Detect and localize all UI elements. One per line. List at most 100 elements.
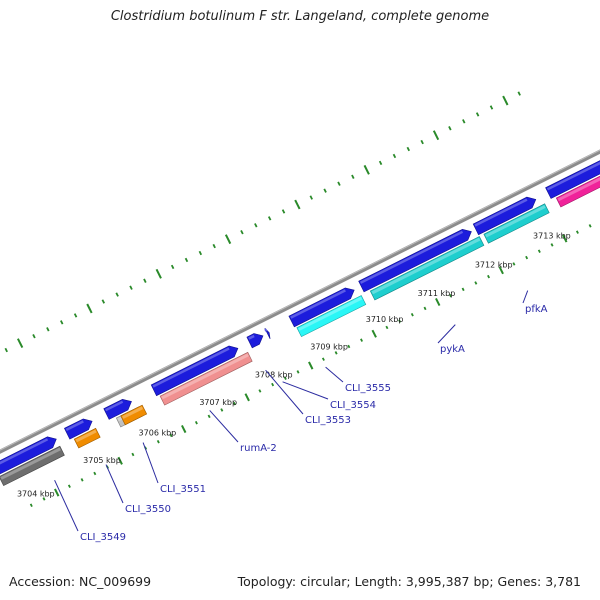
outer-tick (224, 234, 232, 245)
outer-tick (86, 303, 93, 314)
inner-tick (435, 298, 441, 307)
forward-gene (545, 160, 600, 199)
outer-tick (143, 278, 147, 283)
inner-tick (537, 249, 541, 253)
outer-tick (378, 160, 383, 166)
outer-tick (115, 292, 119, 297)
inner-tick (398, 319, 402, 323)
inner-tick (283, 376, 287, 380)
outer-tick (337, 181, 341, 186)
inner-tick (550, 243, 554, 247)
outer-tick (184, 257, 189, 263)
inner-tick (487, 274, 491, 279)
label-ruma-2: rumA-2 (209, 410, 277, 454)
accession-text: Accession: NC_009699 (9, 574, 152, 589)
backbone-highlight (0, 149, 600, 451)
kbp-label: 3709 kbp (310, 343, 348, 352)
outer-tick (240, 230, 244, 235)
outer-tick (4, 347, 8, 353)
kbp-label: 3711 kbp (418, 289, 456, 298)
kbp-label: 3710 kbp (366, 315, 404, 324)
gene-orange (73, 427, 101, 449)
forward-gene (103, 398, 132, 420)
outer-tick (517, 91, 521, 96)
inner-tick (181, 425, 187, 434)
inner-tick (385, 325, 389, 330)
outer-tick (420, 139, 424, 145)
inner-tick (67, 484, 71, 488)
forward-strand-genes (0, 160, 600, 475)
outer-tick (392, 153, 397, 159)
outer-tick (502, 95, 509, 106)
inner-tick (207, 414, 211, 419)
inner-tick (42, 497, 46, 501)
forward-gene (472, 196, 537, 236)
gene-label: CLI_3551 (160, 484, 206, 495)
label-cli-3549: CLI_3549 (54, 479, 126, 543)
outer-tick (309, 195, 313, 200)
label-cli-3555: CLI_3555 (325, 366, 391, 394)
outer-tick (489, 105, 494, 110)
kbp-label: 3713 kbp (533, 231, 571, 240)
outer-tick (73, 313, 78, 318)
gene-pink (159, 351, 253, 406)
outer-tick (281, 209, 286, 214)
outer-tick-dots (4, 91, 521, 353)
inner-tick (575, 230, 579, 234)
gene-labels: CLI_3549 CLI_3550 CLI_3551 rumA-2 CLI_3553 CL… (54, 290, 548, 543)
inner-tick (117, 456, 123, 465)
genome-backbone (0, 149, 600, 454)
outer-tick (254, 223, 258, 228)
inner-tick (512, 262, 516, 266)
inner-tick (220, 408, 224, 412)
outer-tick (32, 334, 36, 339)
kbp-label: 3704 kbp (17, 489, 55, 498)
inner-tick (371, 329, 377, 338)
inner-tick (562, 234, 568, 243)
inner-tick (29, 503, 33, 507)
forward-gene (288, 287, 355, 328)
outer-tick (198, 250, 203, 256)
inner-tick (258, 389, 262, 393)
inner-tick (169, 433, 173, 438)
kbp-label: 3705 kbp (83, 456, 121, 465)
gene-cyan (369, 236, 485, 301)
inner-tick (233, 401, 236, 406)
kbp-label: 3708 kbp (255, 370, 293, 379)
inner-tick (525, 255, 529, 260)
kbp-label: 3707 kbp (199, 398, 237, 407)
forward-gene (150, 345, 239, 397)
outer-tick (294, 199, 301, 210)
gene-label: CLI_3554 (330, 400, 376, 411)
inner-tick (244, 393, 250, 402)
outer-tick (129, 285, 133, 290)
map-title: Clostridium botulinum F str. Langeland, … (110, 9, 490, 24)
label-cli-3550: CLI_3550 (105, 464, 171, 515)
inner-tick (156, 440, 160, 444)
outer-tick (432, 130, 440, 141)
gene-label: CLI_3550 (125, 504, 171, 515)
inner-tick (498, 266, 504, 275)
gene-orange-2 (120, 404, 148, 426)
outer-tick (267, 216, 272, 221)
inner-tick (588, 224, 592, 228)
inner-tick (93, 471, 97, 476)
inner-tick (321, 357, 325, 361)
inner-tick (334, 351, 338, 355)
outer-tick (101, 299, 106, 304)
label-cli-3554: CLI_3554 (282, 381, 376, 411)
inner-tick (461, 287, 465, 292)
gene-label: CLI_3555 (345, 383, 391, 394)
label-cli-3553: CLI_3553 (265, 369, 351, 426)
gene-cyan-light (296, 295, 367, 338)
inner-tick (308, 361, 314, 370)
gene-grey (0, 445, 65, 487)
outer-tick (448, 126, 452, 131)
forward-gene (63, 418, 93, 440)
outer-tick (60, 320, 64, 325)
label-cli-3551: CLI_3551 (142, 442, 206, 495)
backbone-line (0, 149, 600, 454)
outer-tick (212, 243, 216, 249)
outer-tick (462, 119, 466, 124)
